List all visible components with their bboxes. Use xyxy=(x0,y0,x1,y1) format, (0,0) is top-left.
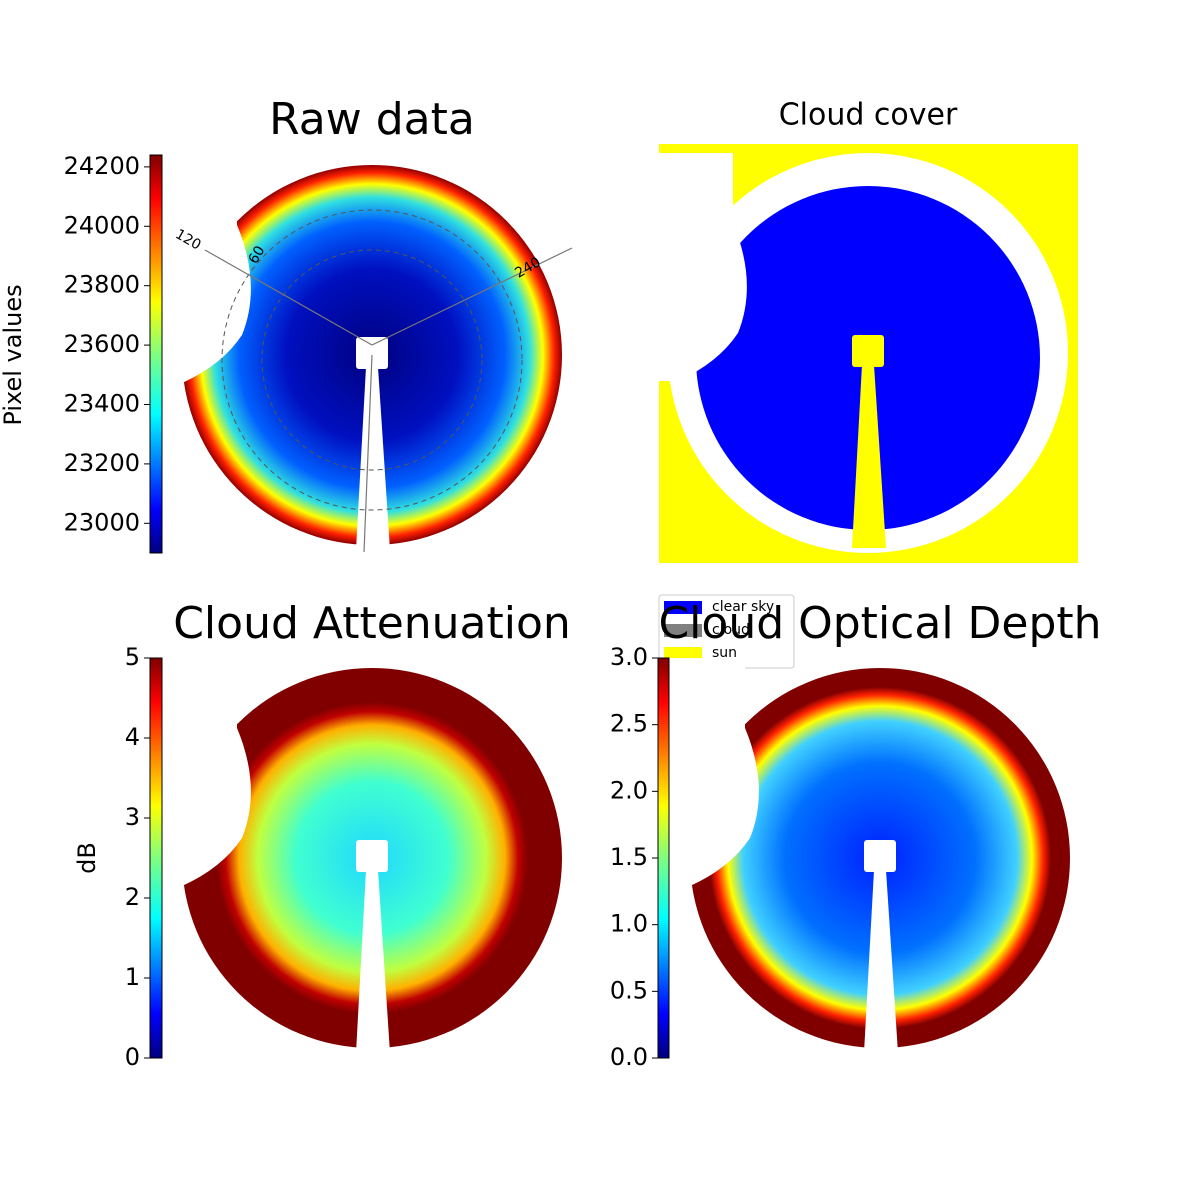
polar-axis xyxy=(204,249,373,346)
y-axis-label: dB xyxy=(73,842,101,874)
legend-swatch xyxy=(664,601,702,614)
y-tick-label: 5 xyxy=(125,643,140,671)
y-tick-label: 23000 xyxy=(64,508,140,536)
panel-title: Raw data xyxy=(269,94,475,145)
mask-notch xyxy=(638,153,747,381)
legend-swatch xyxy=(664,624,702,637)
legend-label: cloud xyxy=(712,622,750,638)
camera-head xyxy=(356,337,388,369)
legend-swatch xyxy=(664,647,702,660)
panel-title: Cloud Optical Depth xyxy=(658,598,1101,649)
colorbar xyxy=(657,657,670,1059)
image-cut xyxy=(142,545,602,585)
polar-grid xyxy=(221,209,523,511)
y-tick-label: 0.0 xyxy=(610,1043,648,1071)
y-tick-label: 1.5 xyxy=(610,843,648,871)
mask-notch xyxy=(142,155,251,383)
y-axis-label: Pixel values xyxy=(0,284,27,425)
y-tick-label: 0 xyxy=(125,1043,140,1071)
camera-head xyxy=(356,840,388,872)
camera-arm xyxy=(852,365,886,548)
polar-grid xyxy=(261,249,483,471)
y-tick-label: 3.0 xyxy=(610,643,648,671)
panel-title: Cloud cover xyxy=(779,98,958,133)
y-tick-label: 0.5 xyxy=(610,976,648,1004)
y-tick-label: 24000 xyxy=(64,211,140,239)
y-tick-label: 3 xyxy=(125,803,140,831)
camera-arm xyxy=(356,367,390,550)
y-tick-label: 4 xyxy=(125,723,140,751)
y-tick-label: 2 xyxy=(125,883,140,911)
y-tick-label: 23600 xyxy=(64,330,140,358)
camera-head xyxy=(852,335,884,367)
mask-notch xyxy=(650,658,759,886)
colorbar xyxy=(149,657,163,1059)
camera-arm xyxy=(356,870,390,1053)
y-tick-label: 23200 xyxy=(64,449,140,477)
y-tick-label: 2.0 xyxy=(610,776,648,804)
y-tick-label: 23800 xyxy=(64,271,140,299)
camera-arm xyxy=(864,870,898,1053)
colorbar xyxy=(149,154,163,554)
polar-axis xyxy=(371,247,573,346)
legend-label: sun xyxy=(712,645,737,661)
panel-title: Cloud Attenuation xyxy=(173,598,571,649)
polar-axis xyxy=(363,354,373,553)
y-tick-label: 23400 xyxy=(64,389,140,417)
y-tick-label: 24200 xyxy=(64,152,140,180)
y-tick-label: 1.0 xyxy=(610,910,648,938)
polar-label: 60 xyxy=(246,243,269,266)
mask-notch xyxy=(142,658,251,886)
y-tick-label: 2.5 xyxy=(610,710,648,738)
legend-label: clear sky xyxy=(712,599,774,615)
image-cut xyxy=(650,1048,1110,1088)
y-tick-label: 1 xyxy=(125,963,140,991)
image-cut xyxy=(142,1048,602,1088)
camera-head xyxy=(864,840,896,872)
